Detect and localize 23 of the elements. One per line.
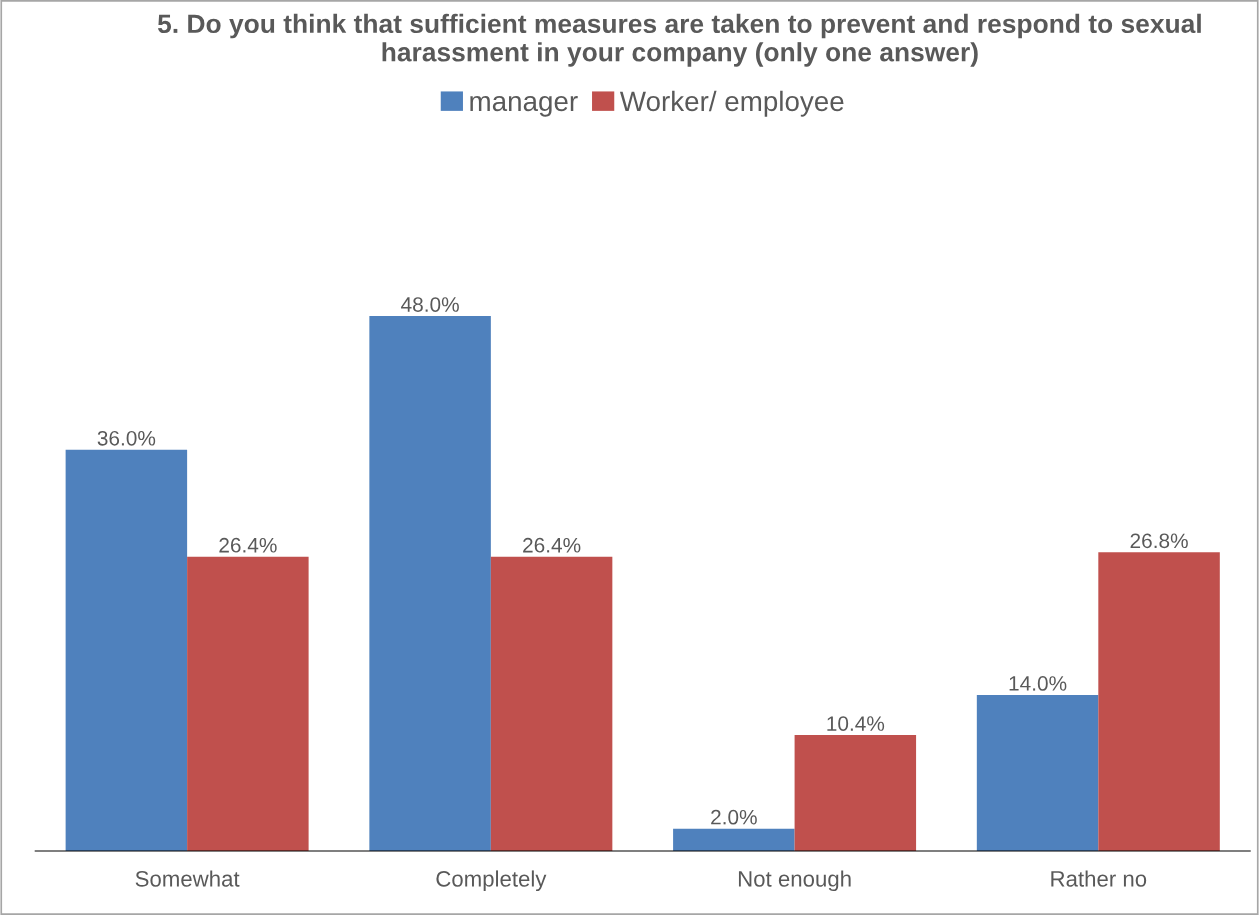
data-label: 26.4% [219, 537, 277, 553]
data-label: 10.4% [827, 716, 885, 731]
data-label: 14.0% [1009, 676, 1067, 691]
bar [794, 735, 917, 851]
bar [1098, 552, 1220, 851]
x-tick-label: Not enough [738, 870, 851, 892]
bar [65, 449, 188, 851]
chart-title: 5. Do you think that sufficient measures are taken to prevent and respond to sexual harassment in your company (only one answer) [157, 13, 1201, 67]
data-label: 2.0% [711, 809, 757, 825]
data-label: 26.4% [523, 537, 581, 553]
data-label: 26.8% [1130, 533, 1188, 549]
x-tick-label: Somewhat [135, 870, 240, 887]
legend-label: Worker/ employee [619, 90, 844, 117]
x-tick-label: Completely [436, 870, 547, 892]
bar [187, 556, 309, 851]
bar [976, 694, 1099, 851]
data-label: 36.0% [97, 430, 156, 446]
bar [369, 316, 491, 851]
bar [490, 556, 613, 851]
bar [673, 828, 795, 851]
legend-label: manager [470, 95, 578, 117]
data-label: 48.0% [401, 297, 459, 312]
x-tick-label: Rather no [1051, 870, 1147, 887]
